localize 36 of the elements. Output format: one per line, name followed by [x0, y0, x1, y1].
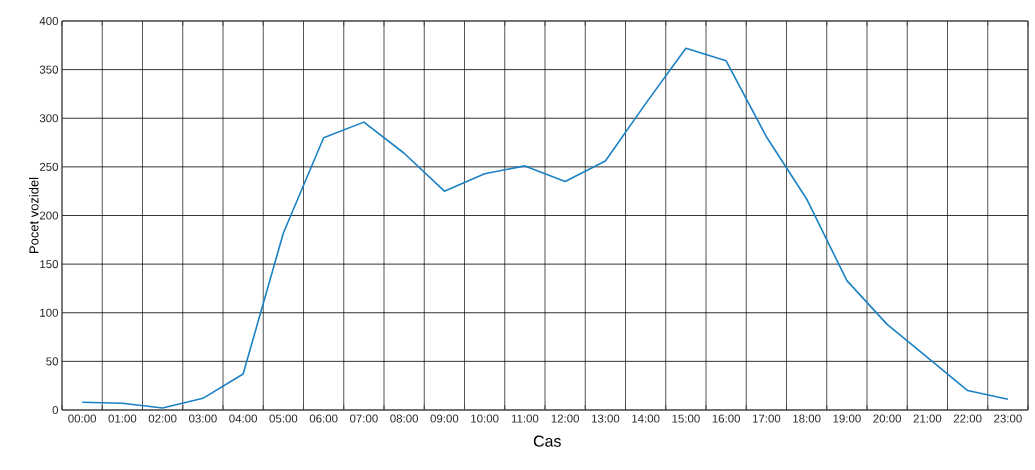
x-tick-label: 08:00 [390, 414, 419, 423]
y-tick-label: 50 [46, 357, 59, 366]
x-tick-label: 19:00 [833, 414, 861, 423]
x-tick-label: 05:00 [269, 414, 298, 423]
x-tick-label: 20:00 [873, 414, 902, 423]
y-axis-title: Pocet vozidel [29, 177, 39, 253]
x-tick-label: 06:00 [309, 414, 338, 423]
x-tick-label: 16:00 [712, 414, 741, 423]
x-tick-label: 12:00 [551, 414, 580, 423]
x-tick-label: 22:00 [953, 414, 982, 423]
x-tick-label: 01:00 [108, 414, 137, 423]
y-tick-label: 350 [39, 65, 59, 74]
x-tick-label: 23:00 [994, 414, 1022, 423]
y-tick-label: 100 [40, 308, 59, 317]
x-tick-label: 04:00 [229, 414, 258, 423]
x-tick-label: 00:00 [68, 414, 97, 423]
y-tick-label: 150 [40, 260, 59, 269]
y-tick-label: 300 [39, 114, 59, 123]
y-tick-label: 0 [52, 405, 59, 415]
x-tick-label: 07:00 [350, 414, 378, 423]
x-tick-label: 09:00 [430, 414, 459, 423]
x-tick-label: 03:00 [189, 414, 217, 423]
x-tick-label: 21:00 [913, 414, 942, 423]
x-tick-label: 13:00 [591, 414, 620, 423]
x-tick-label: 10:00 [471, 414, 499, 423]
y-tick-label: 200 [39, 211, 59, 220]
x-axis-title: Cas [533, 435, 561, 447]
line-series [81, 47, 1009, 409]
x-tick-label: 17:00 [752, 414, 781, 423]
x-tick-label: 14:00 [632, 414, 660, 423]
x-tick-label: 18:00 [793, 414, 821, 423]
x-tick-label: 11:00 [511, 414, 539, 423]
x-tick-label: 02:00 [148, 414, 177, 423]
y-tick-label: 400 [39, 16, 59, 26]
x-tick-label: 15:00 [672, 414, 700, 423]
y-tick-label: 250 [39, 162, 59, 171]
